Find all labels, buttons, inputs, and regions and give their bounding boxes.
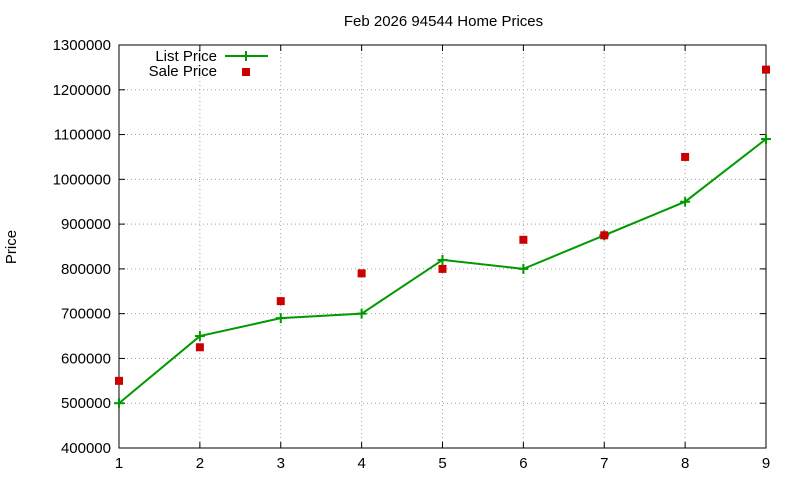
sale-price-point [681, 152, 690, 161]
list-price-point [761, 134, 771, 145]
sale-price-point [762, 65, 770, 74]
y-tick-label: 1000000 [53, 171, 111, 188]
y-tick-label: 600000 [61, 350, 111, 367]
y-tick-label: 900000 [61, 216, 111, 233]
sale-price-point [357, 269, 366, 278]
list-price-point [518, 263, 529, 274]
legend-label-sale-price: Sale Price [149, 63, 217, 80]
x-tick-label: 9 [762, 455, 770, 472]
chart-title: Feb 2026 94544 Home Prices [344, 13, 543, 30]
sale-price-point [438, 264, 447, 273]
legend-marker-list-price [241, 51, 251, 61]
y-tick-label: 1100000 [54, 127, 111, 144]
sale-price-point [276, 297, 285, 306]
x-tick-label: 6 [519, 455, 527, 472]
y-tick-label: 400000 [61, 440, 111, 457]
list-price-point [114, 398, 124, 409]
list-price-point [275, 313, 286, 324]
sale-price-point [195, 343, 204, 352]
sale-price-point [115, 376, 123, 385]
series-layer [114, 65, 771, 409]
list-price-point [356, 308, 367, 319]
x-tick-label: 2 [196, 455, 204, 472]
list-price-point [194, 331, 205, 342]
y-axis-label: Price [3, 230, 20, 264]
sale-price-point [519, 235, 528, 244]
x-tick-label: 3 [277, 455, 285, 472]
list-price-point [680, 196, 691, 207]
grid-lines [119, 45, 766, 448]
axis-ticks: 400000 500000 600000 700000 800000 900000 1000… [53, 37, 771, 472]
y-tick-label: 1200000 [53, 82, 111, 99]
y-tick-label: 800000 [61, 261, 111, 278]
x-tick-label: 7 [600, 455, 608, 472]
legend-label-list-price: List Price [155, 48, 217, 65]
x-tick-label: 1 [115, 455, 123, 472]
y-tick-label: 700000 [61, 306, 111, 323]
list-price-point [437, 254, 448, 265]
sale-price-point [600, 231, 609, 240]
x-tick-label: 5 [438, 455, 446, 472]
x-tick-label: 8 [681, 455, 689, 472]
legend: List Price Sale Price [149, 48, 268, 80]
x-tick-label: 4 [357, 455, 365, 472]
legend-swatch-sale-price [242, 68, 250, 76]
y-tick-label: 500000 [61, 395, 111, 412]
y-tick-label: 1300000 [53, 37, 111, 54]
